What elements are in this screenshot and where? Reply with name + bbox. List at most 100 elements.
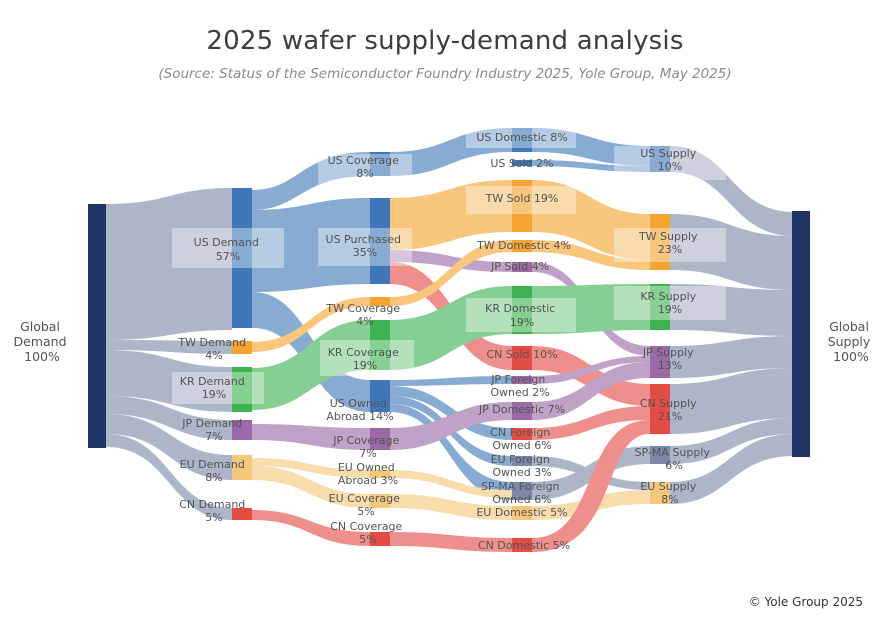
flow-us-coverage-to-us-domestic — [390, 128, 512, 176]
label-jp-sold: JP Sold 4% — [490, 260, 549, 273]
node-jp-demand — [232, 420, 252, 440]
label-global-supply: Global Supply 100% — [828, 319, 875, 364]
flow-cn-sold-to-cn-supply — [532, 346, 650, 406]
label-us-supply: US Supply 10% — [640, 147, 700, 173]
flow-jp-coverage-to-jp-domestic — [390, 402, 512, 450]
flow-eu-coverage-to-eu-domestic — [390, 494, 512, 520]
flow-tw-demand-to-tw-coverage — [252, 297, 370, 352]
node-eu-foreign-owned — [512, 456, 532, 466]
label-cn-coverage: CN Coverage 5% — [330, 520, 406, 546]
label-tw-demand: TW Demand 4% — [177, 336, 249, 362]
node-cn-coverage — [370, 532, 390, 546]
label-eu-supply: EU Supply 8% — [640, 480, 699, 506]
node-eu-owned-abroad — [370, 470, 390, 478]
label-us-sold: US Sold 2% — [490, 157, 553, 170]
flows — [106, 128, 794, 552]
label-cn-supply: CN Supply 21% — [640, 397, 700, 423]
flow-spma-foreign-to-spma-supply — [532, 446, 650, 500]
flow-us-owned-to-jp-foreign — [390, 376, 512, 386]
flow-kr-supply-to-global — [670, 284, 794, 336]
node-spma-foreign-owned — [512, 482, 532, 500]
node-global-demand — [88, 204, 106, 448]
flow-eu-demand-to-eu-coverage — [252, 466, 370, 508]
flow-eu-supply-to-global — [670, 434, 794, 504]
copyright-notice: © Yole Group 2025 — [748, 595, 863, 609]
node-tw-supply — [650, 214, 670, 270]
flow-spma-supply-to-global — [670, 418, 794, 464]
flow-tw-sold-to-tw-supply — [532, 180, 650, 260]
node-us-coverage — [370, 152, 390, 176]
flow-kr-coverage-to-kr-domestic — [390, 286, 512, 370]
label-cn-demand: CN Demand 5% — [179, 498, 249, 524]
label-us-coverage: US Coverage 8% — [328, 154, 403, 180]
node-tw-coverage — [370, 297, 390, 306]
label-kr-demand: KR Demand 19% — [180, 375, 249, 401]
flow-cn-supply-to-global — [670, 368, 794, 434]
flow-global-to-eu-demand — [106, 414, 232, 480]
node-us-purchased — [370, 198, 390, 284]
label-tw-sold: TW Sold 19% — [485, 192, 559, 205]
node-cn-domestic — [512, 538, 532, 552]
label-eu-owned-abroad: EU Owned Abroad 3% — [338, 461, 398, 487]
label-us-purchased: US Purchased 35% — [326, 233, 405, 259]
node-kr-coverage — [370, 320, 390, 370]
node-us-supply — [650, 146, 670, 172]
flow-tw-coverage-to-tw-domestic — [390, 240, 512, 306]
label-global-demand: Global Demand 100% — [14, 319, 71, 364]
flow-us-purchased-to-jp-sold — [390, 250, 512, 272]
label-eu-demand: EU Demand 8% — [180, 458, 249, 484]
node-us-owned-abroad — [370, 380, 390, 412]
flow-us-owned-to-spma-foreign — [390, 404, 512, 500]
flow-cn-coverage-to-cn-domestic — [390, 532, 512, 552]
node-tw-domestic — [512, 240, 532, 252]
flow-tw-domestic-to-tw-supply — [532, 240, 650, 270]
label-backgrounds — [172, 128, 726, 404]
flow-us-supply-to-global — [670, 146, 794, 236]
flow-global-to-kr-demand — [106, 350, 232, 412]
label-eu-domestic: EU Domestic 5% — [476, 506, 567, 519]
flow-us-demand-to-us-coverage — [252, 152, 370, 210]
node-us-demand — [232, 188, 252, 328]
flow-us-sold-to-us-supply — [532, 160, 650, 172]
node-cn-sold — [512, 346, 532, 370]
label-us-demand: US Demand 57% — [194, 236, 263, 263]
flow-jp-domestic-to-jp-supply — [532, 362, 650, 420]
label-cn-sold: CN Sold 10% — [486, 348, 557, 361]
chart-subtitle: (Source: Status of the Semiconductor Fou… — [158, 66, 732, 82]
node-eu-demand — [232, 455, 252, 480]
flow-us-demand-to-us-purchased — [252, 198, 370, 292]
nodes — [88, 128, 810, 552]
chart-title: 2025 wafer supply-demand analysis — [206, 26, 684, 56]
flow-jp-foreign-to-jp-supply — [532, 356, 650, 384]
label-jp-foreign-owned: JP Foreign Owned 2% — [490, 373, 549, 399]
label-jp-demand: JP Demand 7% — [181, 417, 246, 443]
label-jp-domestic: JP Domestic 7% — [478, 403, 565, 416]
flow-jp-demand-to-jp-coverage — [252, 424, 370, 450]
label-tw-domestic: TW Domestic 4% — [476, 239, 571, 252]
flow-cn-foreign-to-cn-supply — [532, 406, 650, 440]
label-tw-coverage: TW Coverage 4% — [325, 302, 403, 328]
flow-tw-supply-to-global — [670, 214, 794, 290]
flow-global-to-jp-demand — [106, 396, 232, 440]
flow-jp-supply-to-global — [670, 336, 794, 378]
flow-global-to-tw-demand — [106, 340, 232, 354]
node-cn-supply — [650, 384, 670, 434]
node-tw-demand — [232, 341, 252, 354]
label-cn-domestic: CN Domestic 5% — [478, 539, 570, 552]
label-jp-supply: JP Supply 13% — [642, 346, 697, 372]
node-jp-sold — [512, 262, 532, 272]
label-cn-foreign-owned: CN Foreign Owned 6% — [490, 426, 554, 452]
label-spma-supply: SP-MA Supply 6% — [635, 446, 714, 472]
node-eu-coverage — [370, 494, 390, 508]
label-eu-coverage: EU Coverage 5% — [329, 492, 404, 518]
node-us-sold — [512, 160, 532, 166]
flow-us-owned-to-cn-foreign — [390, 386, 512, 440]
node-us-domestic — [512, 128, 532, 152]
node-tw-sold — [512, 180, 532, 232]
node-cn-foreign-owned — [512, 428, 532, 440]
flow-cn-domestic-to-cn-supply — [532, 420, 650, 552]
node-kr-domestic — [512, 286, 532, 334]
node-jp-supply — [650, 346, 670, 378]
flow-eu-demand-to-eu-owned-abroad — [252, 458, 370, 478]
